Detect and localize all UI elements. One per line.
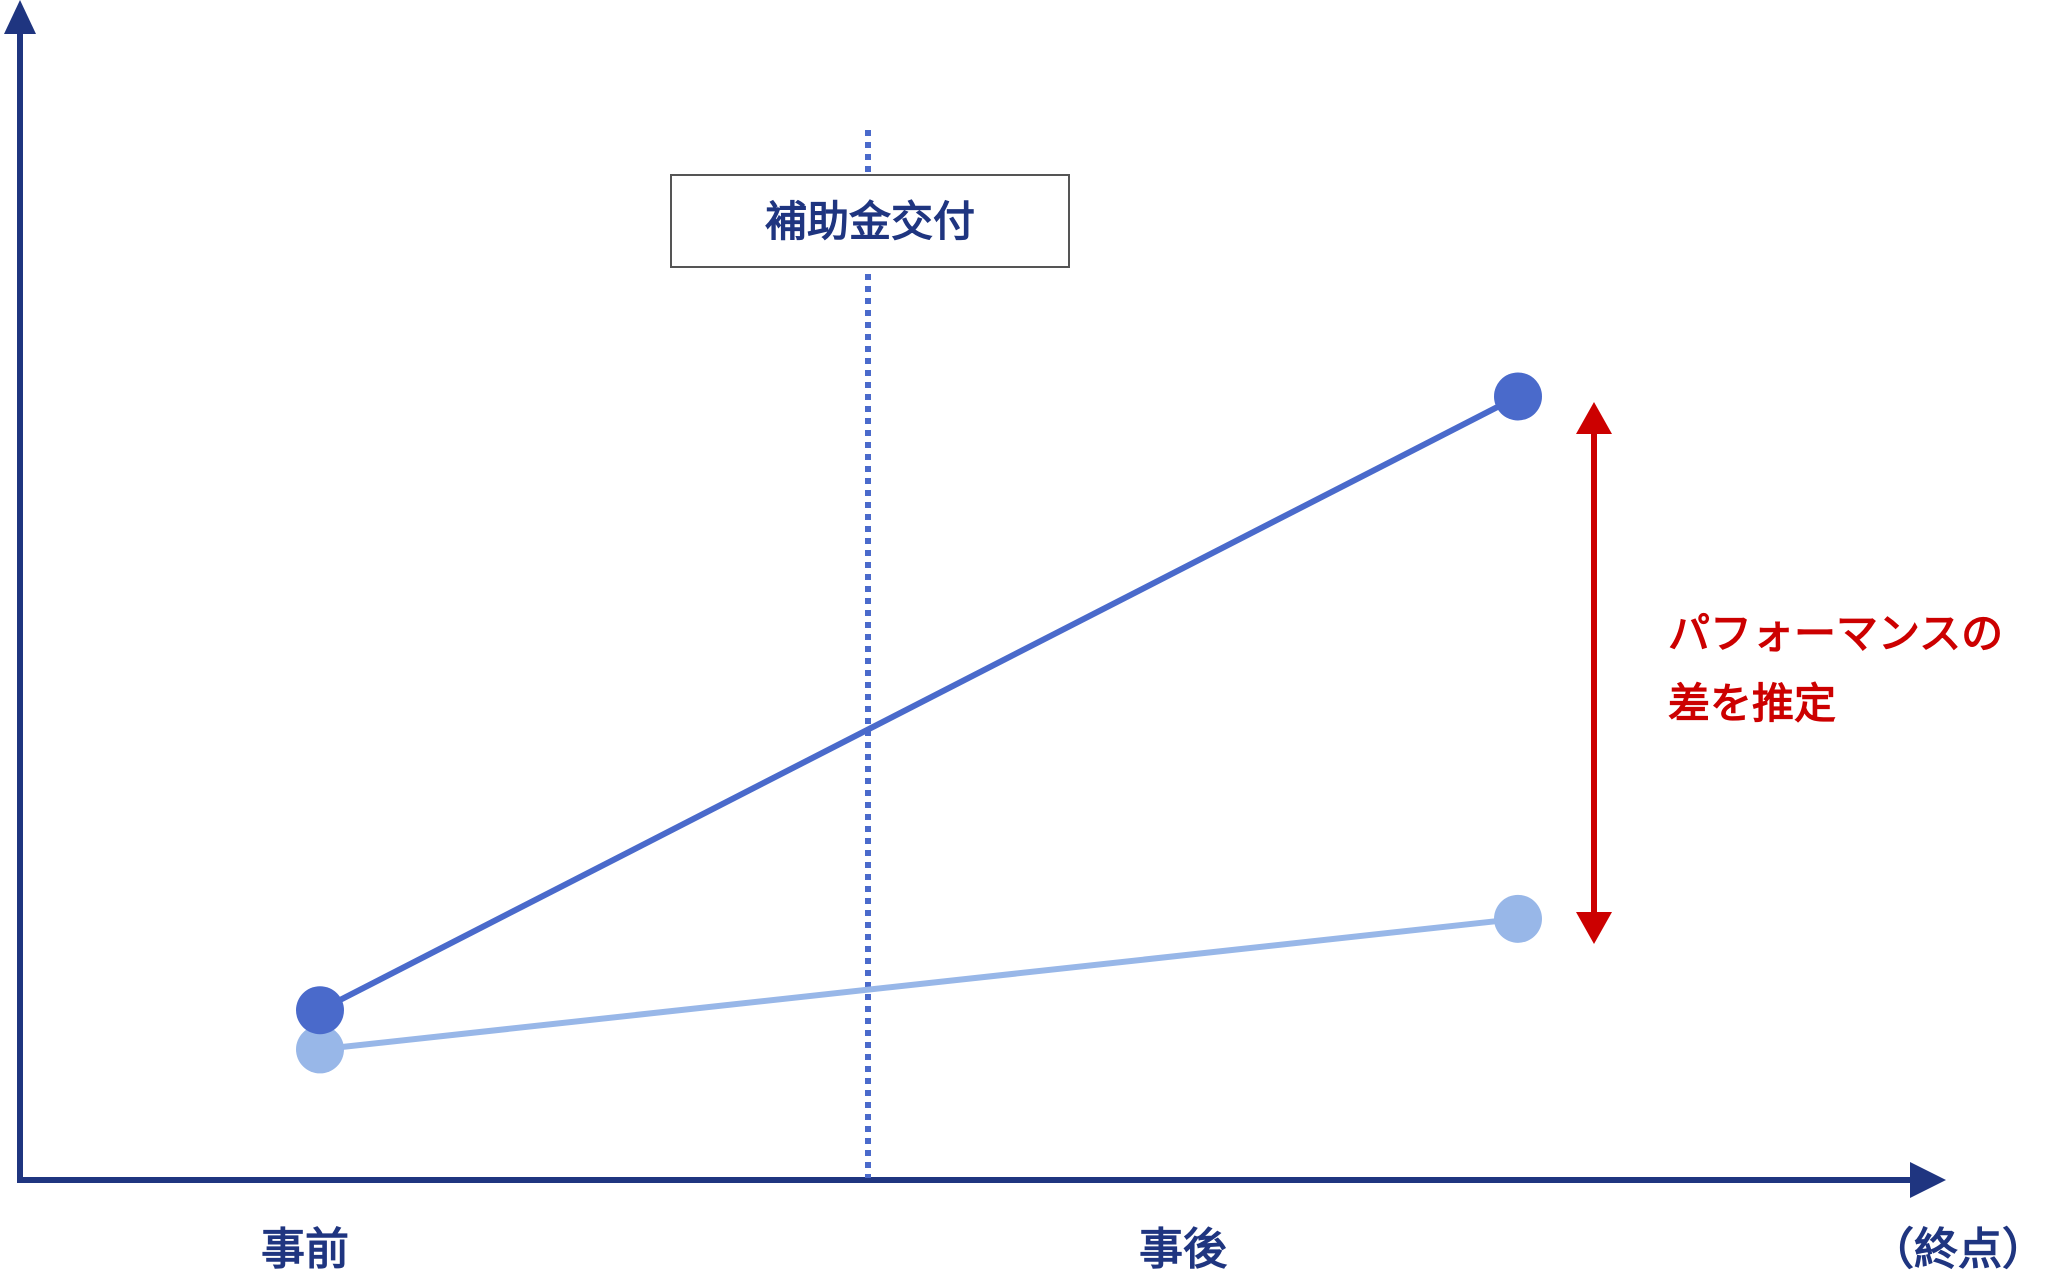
x-tick-label-post: 事後 (1139, 1224, 1228, 1275)
effect-label-line2: 差を推定 (1668, 679, 1836, 728)
control-series-line (319, 915, 1519, 1053)
control-point-pre (296, 1025, 344, 1074)
treated-point-post (1494, 372, 1542, 421)
effect-label-line1: パフォーマンスの (1668, 609, 2003, 658)
control-point-post (1494, 894, 1542, 943)
x-tick-label-pre: 事前 (261, 1224, 349, 1275)
y-axis-arrowhead (4, 0, 36, 34)
x-axis-arrowhead (1910, 1162, 1946, 1198)
treated-series-line (318, 393, 1520, 1013)
event-label: 補助金交付 (765, 197, 975, 246)
series-layer (296, 372, 1542, 1074)
event-box (670, 174, 1070, 268)
effect-arrow-head-bottom (1576, 912, 1612, 944)
effect-arrow-head-top (1576, 402, 1612, 434)
x-axis-end-label: （終点） (1870, 1224, 2046, 1275)
treated-point-pre (296, 986, 344, 1035)
